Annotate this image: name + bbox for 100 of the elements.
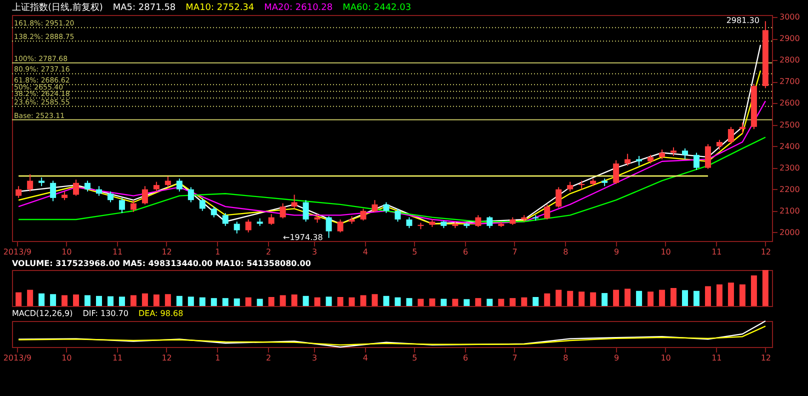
bar — [532, 297, 539, 306]
bar — [578, 292, 585, 306]
x-tick-label: 4 — [362, 354, 368, 362]
bar — [429, 298, 436, 306]
x-tick-label: 9 — [614, 354, 620, 362]
x-tick-label: 3 — [312, 354, 318, 362]
candlestick — [222, 212, 228, 226]
bar — [556, 290, 562, 306]
x-tick-label: 12 — [162, 354, 172, 362]
candlestick — [659, 149, 666, 160]
x-tick-label: 10 — [62, 354, 72, 362]
x-tick-label: 1 — [215, 354, 220, 362]
bar — [337, 297, 344, 306]
bar — [567, 290, 574, 306]
x-tick-label: 10 — [660, 248, 671, 256]
candlestick — [613, 160, 620, 184]
bar — [118, 296, 125, 306]
bar — [498, 298, 504, 306]
candlestick — [268, 214, 274, 226]
bar — [613, 290, 620, 306]
candlestick — [73, 179, 80, 196]
x-tick-label: 12 — [760, 354, 772, 362]
bar — [326, 296, 332, 306]
x-tick-label: 12 — [760, 248, 772, 256]
x-tick-label: 11 — [712, 248, 722, 256]
candlestick — [567, 181, 574, 192]
bar — [670, 288, 677, 306]
bar — [659, 290, 666, 306]
text: MA60: 2442.03 — [342, 3, 412, 13]
bar — [302, 296, 309, 306]
y-tick-label: 2000 — [780, 228, 800, 237]
bar — [383, 296, 390, 306]
candlestick — [188, 186, 194, 203]
bar — [314, 297, 320, 306]
bar — [521, 297, 528, 306]
bar — [602, 293, 608, 306]
candlestick — [234, 221, 240, 234]
bar — [716, 284, 722, 306]
candlestick — [142, 186, 148, 205]
candlestick — [245, 218, 252, 233]
x-tick-label: 6 — [463, 248, 468, 256]
text: DEA: 98.68 — [138, 309, 184, 318]
candlestick — [130, 200, 136, 212]
candlestick — [636, 155, 642, 166]
bar — [348, 297, 355, 306]
candlestick — [739, 122, 746, 134]
bar — [62, 295, 68, 306]
bar — [590, 292, 596, 306]
x-tick-label: 2 — [266, 354, 272, 362]
bar — [234, 298, 240, 306]
x-tick-label: 11 — [712, 354, 722, 362]
y-tick-label: 2100 — [780, 206, 800, 216]
candlestick — [210, 206, 217, 218]
bar — [739, 284, 746, 306]
candlestick — [199, 197, 206, 212]
chart-title: VOLUME: 317523968.00 MA5: 498313440.00 MA10: 541358080.00 — [12, 259, 312, 268]
chart-title: MACD(12,26,9) — [12, 309, 73, 318]
candlestick — [176, 178, 182, 192]
candlestick — [624, 153, 631, 166]
bar — [153, 294, 160, 306]
x-tick-label: 2 — [266, 248, 272, 256]
bar — [486, 298, 493, 306]
x-tick-label: 12 — [162, 248, 172, 256]
y-tick-label: 2700 — [780, 77, 800, 86]
candlestick — [372, 200, 378, 212]
y-tick-label: 2400 — [780, 142, 800, 151]
x-tick-label: 11 — [112, 354, 123, 362]
bar — [188, 296, 194, 306]
bar — [84, 295, 91, 306]
bar — [648, 292, 654, 306]
bar — [107, 296, 114, 306]
candlestick — [475, 214, 482, 228]
bar — [728, 282, 734, 306]
candlestick — [164, 176, 171, 188]
x-tick-label: 8 — [563, 248, 568, 256]
annotation: 2981.30 — [726, 16, 760, 26]
y-tick-label: 2900 — [780, 34, 800, 44]
candlestick — [16, 186, 22, 198]
x-tick-label: 6 — [463, 354, 468, 362]
y-tick-label: 2200 — [780, 184, 800, 194]
x-tick-label: 5 — [412, 248, 418, 256]
y-tick-label: 2300 — [780, 163, 800, 172]
bar — [50, 294, 56, 306]
x-tick-label: 4 — [362, 248, 368, 256]
candlestick — [406, 216, 412, 229]
x-tick-label: 10 — [660, 354, 671, 362]
bar — [394, 297, 401, 306]
candlestick — [291, 194, 298, 210]
annotation: ←1974.38 — [283, 232, 323, 242]
x-tick-label: 3 — [312, 248, 318, 256]
x-tick-label: 8 — [563, 354, 568, 362]
bar — [452, 298, 458, 306]
y-tick-label: 2500 — [780, 120, 800, 130]
bar — [222, 298, 228, 306]
bar — [704, 286, 711, 306]
x-tick-label: 10 — [62, 248, 72, 256]
bar — [96, 296, 102, 306]
candlestick — [280, 202, 286, 219]
x-tick-label: 1 — [215, 248, 220, 256]
candlestick — [360, 208, 366, 222]
